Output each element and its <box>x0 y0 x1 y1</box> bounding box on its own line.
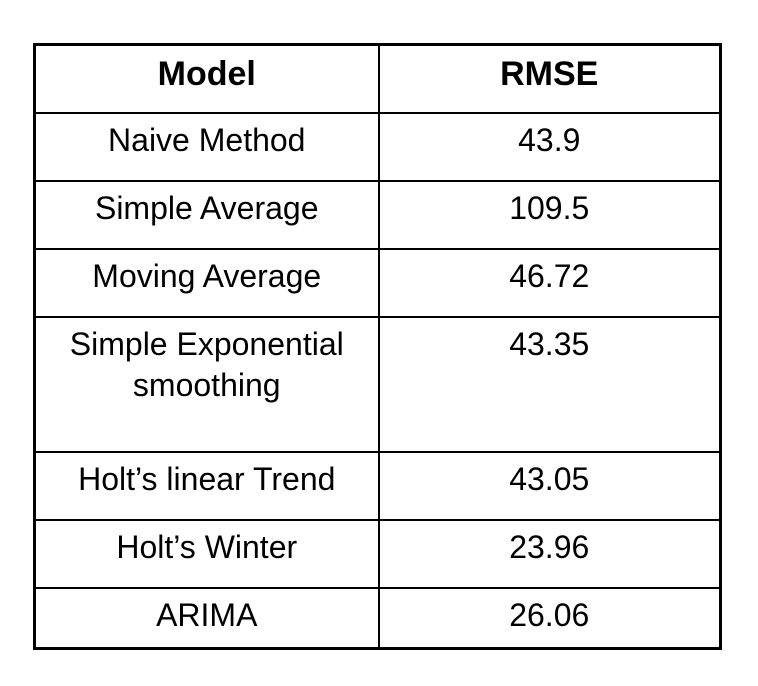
table-row: Simple Average 109.5 <box>33 179 722 250</box>
table-row: ARIMA 26.06 <box>33 586 722 650</box>
model-cell: Naive Method <box>33 111 380 182</box>
rmse-comparison-table: Model RMSE Naive Method 43.9 Simple Aver… <box>33 43 722 650</box>
column-header-rmse: RMSE <box>377 43 722 114</box>
column-header-model: Model <box>33 43 380 114</box>
table-row: Moving Average 46.72 <box>33 247 722 318</box>
rmse-cell: 43.05 <box>377 450 722 521</box>
model-cell: ARIMA <box>33 586 380 650</box>
model-cell: Holt’s Winter <box>33 518 380 589</box>
table-row: Simple Exponential smoothing 43.35 <box>33 315 722 453</box>
rmse-cell: 26.06 <box>377 586 722 650</box>
model-cell: Holt’s linear Trend <box>33 450 380 521</box>
rmse-cell: 46.72 <box>377 247 722 318</box>
header-row: Model RMSE <box>33 43 722 114</box>
rmse-cell: 43.9 <box>377 111 722 182</box>
table-row: Holt’s Winter 23.96 <box>33 518 722 589</box>
model-cell: Moving Average <box>33 247 380 318</box>
rmse-comparison-table-container: Model RMSE Naive Method 43.9 Simple Aver… <box>33 43 722 650</box>
rmse-cell: 43.35 <box>377 315 722 453</box>
table-row: Holt’s linear Trend 43.05 <box>33 450 722 521</box>
rmse-cell: 23.96 <box>377 518 722 589</box>
model-cell: Simple Average <box>33 179 380 250</box>
model-cell: Simple Exponential smoothing <box>33 315 380 453</box>
rmse-cell: 109.5 <box>377 179 722 250</box>
table-row: Naive Method 43.9 <box>33 111 722 182</box>
